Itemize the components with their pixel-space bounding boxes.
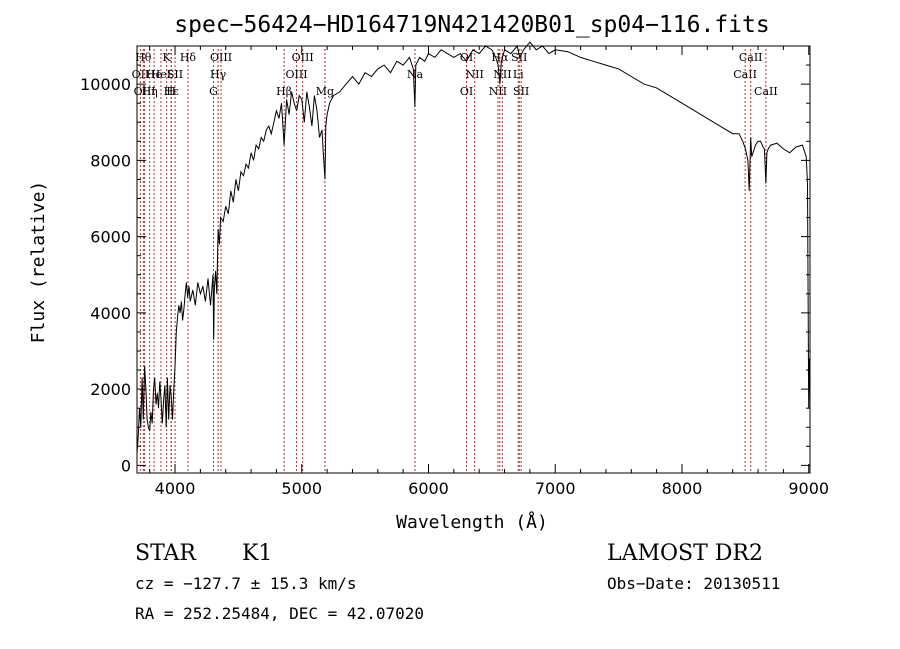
x-axis-label: Wavelength (Å) <box>396 511 548 533</box>
y-axis: 0 2000 4000 6000 8000 10000 <box>80 64 810 475</box>
x-tick-label: 4000 <box>155 479 196 498</box>
line-label: SII <box>511 51 527 64</box>
line-label: Hβ <box>276 85 292 98</box>
x-axis: 4000 5000 6000 7000 8000 9000 <box>149 46 829 498</box>
x-tick-label: 5000 <box>281 479 322 498</box>
redshift-velocity: cz = −127.7 ± 15.3 km/s <box>135 574 357 593</box>
spectral-line-markers: OIIHθOIIIHηHeHeIKHHεSIIHδGHγOIIIHβOIIIOI… <box>132 49 778 473</box>
line-label: Hδ <box>180 51 197 64</box>
y-tick-label: 6000 <box>90 228 131 247</box>
line-label: Li <box>513 68 524 81</box>
y-tick-label: 10000 <box>80 75 131 94</box>
plot-frame <box>136 45 811 474</box>
line-label: Mg <box>316 85 334 98</box>
y-tick-label: 4000 <box>90 304 131 323</box>
coordinates: RA = 252.25484, DEC = 42.07020 <box>135 604 424 623</box>
line-label: G <box>209 85 218 98</box>
observation-date: Obs−Date: 20130511 <box>607 574 780 593</box>
line-label: He <box>146 68 162 81</box>
line-label: Hθ <box>135 51 152 64</box>
y-tick-label: 2000 <box>90 380 131 399</box>
line-label: SII <box>167 68 183 81</box>
line-label: OIII <box>286 68 308 81</box>
line-label: NII <box>489 85 507 98</box>
line-label: NII <box>465 68 483 81</box>
line-label: SII <box>513 85 529 98</box>
y-axis-label: Flux (relative) <box>28 181 49 344</box>
line-label: K <box>163 51 172 64</box>
plot-area: OIIHθOIIIHηHeHeIKHHεSIIHδGHγOIIIHβOIIIOI… <box>80 41 829 498</box>
line-label: Hα <box>491 51 509 64</box>
line-label: OIII <box>292 51 314 64</box>
survey-name: LAMOST DR2 <box>607 541 763 566</box>
line-label: NII <box>493 68 511 81</box>
x-tick-label: 6000 <box>408 479 449 498</box>
line-label: H <box>166 85 176 98</box>
line-label: OIII <box>210 51 232 64</box>
line-label: Hη <box>142 85 158 98</box>
line-label: HeI <box>151 68 171 81</box>
x-tick-label: 8000 <box>662 479 703 498</box>
line-label: Hγ <box>210 68 227 81</box>
y-tick-label: 8000 <box>90 151 131 170</box>
object-subclass: K1 <box>242 541 272 566</box>
line-label: OI <box>460 85 473 98</box>
line-label: CaII <box>733 68 757 81</box>
y-tick-label: 0 <box>121 456 131 475</box>
spectrum-line <box>136 41 810 454</box>
x-tick-label: 7000 <box>535 479 576 498</box>
line-label: Hε <box>164 85 180 98</box>
object-class: STAR <box>135 541 197 566</box>
line-label: CaII <box>754 85 778 98</box>
chart-title: spec−56424−HD164719N421420B01_sp04−116.f… <box>174 12 769 38</box>
x-tick-label: 9000 <box>788 479 829 498</box>
line-label: CaII <box>739 51 763 64</box>
